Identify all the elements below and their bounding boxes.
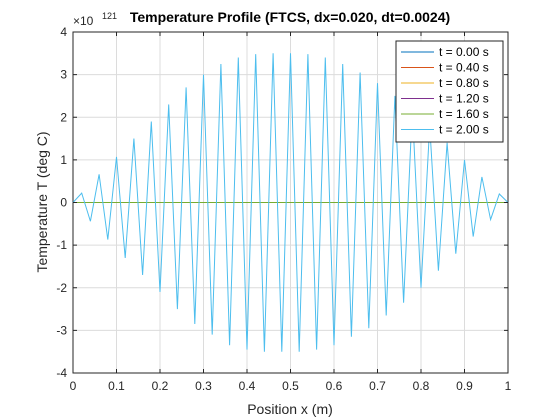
chart-title: Temperature Profile (FTCS, dx=0.020, dt=… [130,9,450,25]
legend-entry: t = 1.60 s [439,107,489,121]
y-tick-label: -4 [56,366,67,380]
y-tick-label: 3 [60,68,67,82]
y-axis-label: Temperature T (deg C) [34,131,50,272]
legend-entry: t = 0.80 s [439,76,489,90]
y-tick-label: -3 [56,323,67,337]
y-exponent-base: ×10 [73,14,94,28]
x-tick-label: 0.4 [239,379,256,393]
legend-entry: t = 0.00 s [439,45,489,59]
y-exponent-power: 121 [102,11,117,21]
y-tick-label: 2 [60,110,67,124]
x-tick-label: 1 [505,379,512,393]
series-line-5 [72,53,509,352]
y-tick-label: 0 [60,196,67,210]
legend-entry: t = 2.00 s [439,123,489,137]
x-tick-label: 0.5 [282,379,299,393]
x-tick-label: 0.3 [195,379,212,393]
x-axis-label: Position x (m) [247,401,333,417]
x-tick-label: 0.7 [369,379,386,393]
y-tick-label: -1 [56,238,67,252]
x-tick-label: 0.1 [108,379,125,393]
legend-box [395,40,504,143]
x-tick-label: 0.2 [152,379,169,393]
x-tick-label: 0.8 [413,379,430,393]
y-tick-label: 4 [60,25,67,39]
y-tick-label: 1 [60,153,67,167]
legend-entry: t = 1.20 s [439,92,489,106]
legend-entry: t = 0.40 s [439,61,489,75]
x-tick-label: 0.6 [326,379,343,393]
legend: t = 0.00 s t = 0.40 st = 0.80 s t = 1.20 s… [395,40,504,143]
x-tick-label: 0 [70,379,77,393]
x-tick-label: 0.9 [456,379,473,393]
y-tick-label: -2 [56,281,67,295]
